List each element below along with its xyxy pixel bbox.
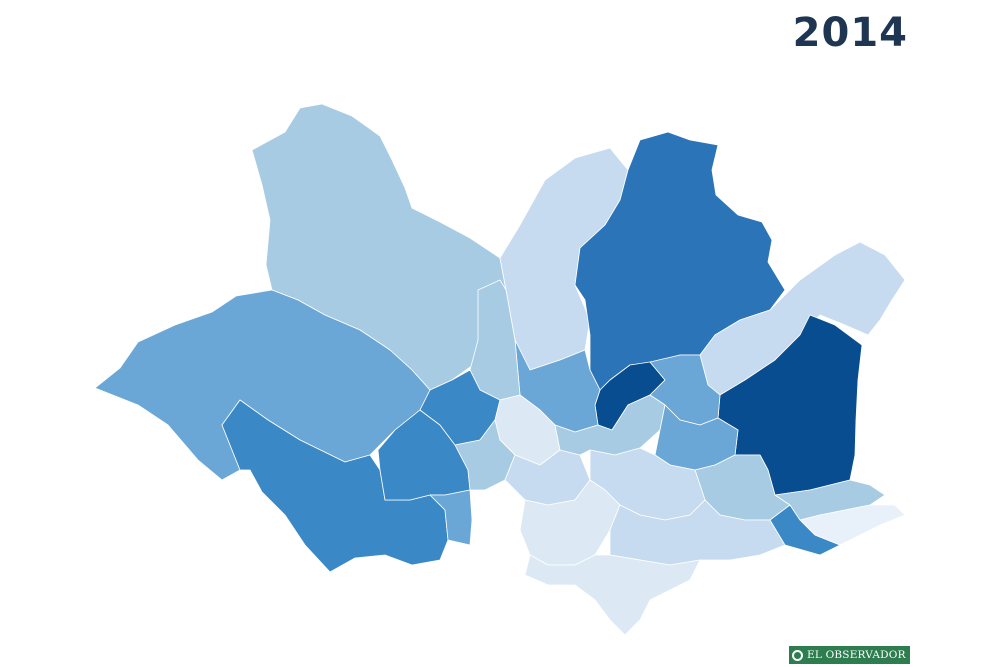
region-sw-small[interactable] bbox=[429, 489, 473, 546]
region-southeast-light[interactable] bbox=[799, 504, 906, 546]
year-label: 2014 bbox=[792, 10, 908, 56]
logo-ring-icon bbox=[792, 649, 803, 661]
logo-text: EL OBSERVADOR bbox=[807, 649, 906, 661]
el-observador-logo: EL OBSERVADOR bbox=[789, 646, 910, 664]
region-south-coast[interactable] bbox=[524, 554, 701, 636]
